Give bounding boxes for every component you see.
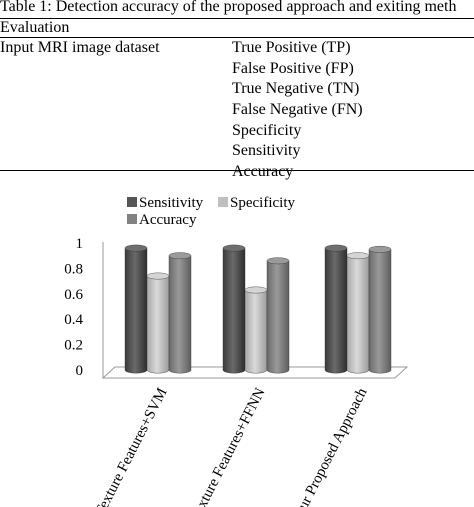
y-tick-label: 0.8 (64, 261, 83, 277)
bar-sensitivity (324, 244, 348, 374)
legend-swatch-accuracy (127, 214, 137, 224)
y-axis-ticks: 0 0.2 0.4 0.6 0.8 1 (64, 236, 83, 379)
legend-label-sensitivity: Sensitivity (139, 195, 204, 211)
table-caption: Table 1: Detection accuracy of the propo… (0, 0, 457, 15)
y-tick-label: 1 (76, 236, 84, 252)
chart-legend: Sensitivity Specificity Accuracy (127, 195, 295, 228)
legend-swatch-sensitivity (127, 197, 137, 207)
table-metric-list: True Positive (TP) False Positive (FP) T… (232, 38, 363, 183)
bar-sensitivity (124, 244, 148, 374)
x-axis-labels: Texture Features+SVM Texture Features+FFN… (92, 385, 371, 507)
bar-accuracy (266, 257, 290, 374)
legend-label-accuracy: Accuracy (139, 212, 197, 228)
y-tick-label: 0.6 (64, 287, 83, 303)
table-metric-item: Specificity (232, 121, 302, 139)
y-tick-label: 0.4 (64, 312, 83, 328)
y-tick-label: 0.2 (64, 338, 83, 354)
bar-accuracy (168, 252, 192, 374)
table-dataset-label: Input MRI image dataset (0, 39, 160, 56)
bar-specificity (346, 252, 370, 374)
x-category-label: Texture Features+SVM (92, 386, 170, 507)
x-category-label: Our Proposed Approach (290, 385, 370, 507)
table-metric-item: Accuracy (232, 163, 294, 181)
table-top-rule (0, 18, 474, 19)
legend-label-specificity: Specificity (230, 195, 295, 211)
bar-specificity (244, 286, 268, 374)
y-tick-label: 0 (76, 363, 84, 379)
table-metric-item: True Positive (TP) (232, 39, 351, 56)
bar-specificity (146, 272, 170, 374)
legend-swatch-specificity (218, 197, 228, 207)
table-metric-item: True Negative (TN) (232, 80, 360, 98)
table-header-evaluation: Evaluation (0, 19, 70, 36)
x-category-label: Texture Features+FFNN (188, 385, 269, 507)
table-header-rule (0, 37, 474, 38)
table-metric-item: False Negative (FN) (232, 101, 363, 119)
table-bottom-rule (0, 170, 474, 171)
table-metric-item: False Positive (FP) (232, 59, 354, 77)
table-metric-item: Sensitivity (232, 142, 301, 160)
chart-bars (124, 244, 392, 374)
bar-accuracy (368, 245, 392, 374)
bar-sensitivity (222, 244, 246, 374)
